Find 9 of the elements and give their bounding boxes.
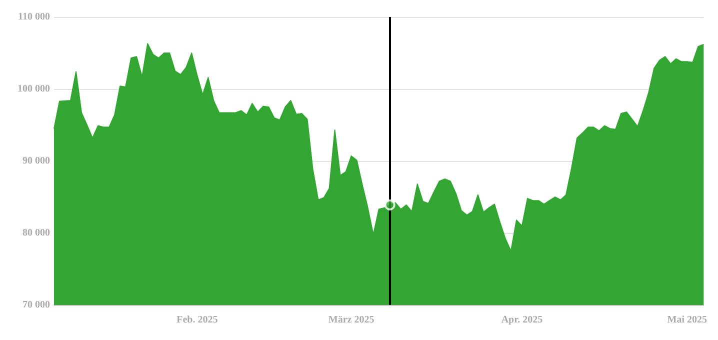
x-tick-label: Apr. 2025 (501, 314, 543, 326)
y-tick-label: 90 000 (22, 156, 50, 166)
x-tick-label: März 2025 (328, 314, 374, 326)
y-tick-label: 80 000 (22, 228, 50, 238)
y-tick-label: 110 000 (18, 12, 50, 22)
x-tick-label: Mai 2025 (667, 314, 707, 326)
x-tick-label: Feb. 2025 (176, 314, 218, 326)
y-tick-label: 100 000 (18, 84, 50, 94)
y-tick-label: 70 000 (22, 300, 50, 310)
